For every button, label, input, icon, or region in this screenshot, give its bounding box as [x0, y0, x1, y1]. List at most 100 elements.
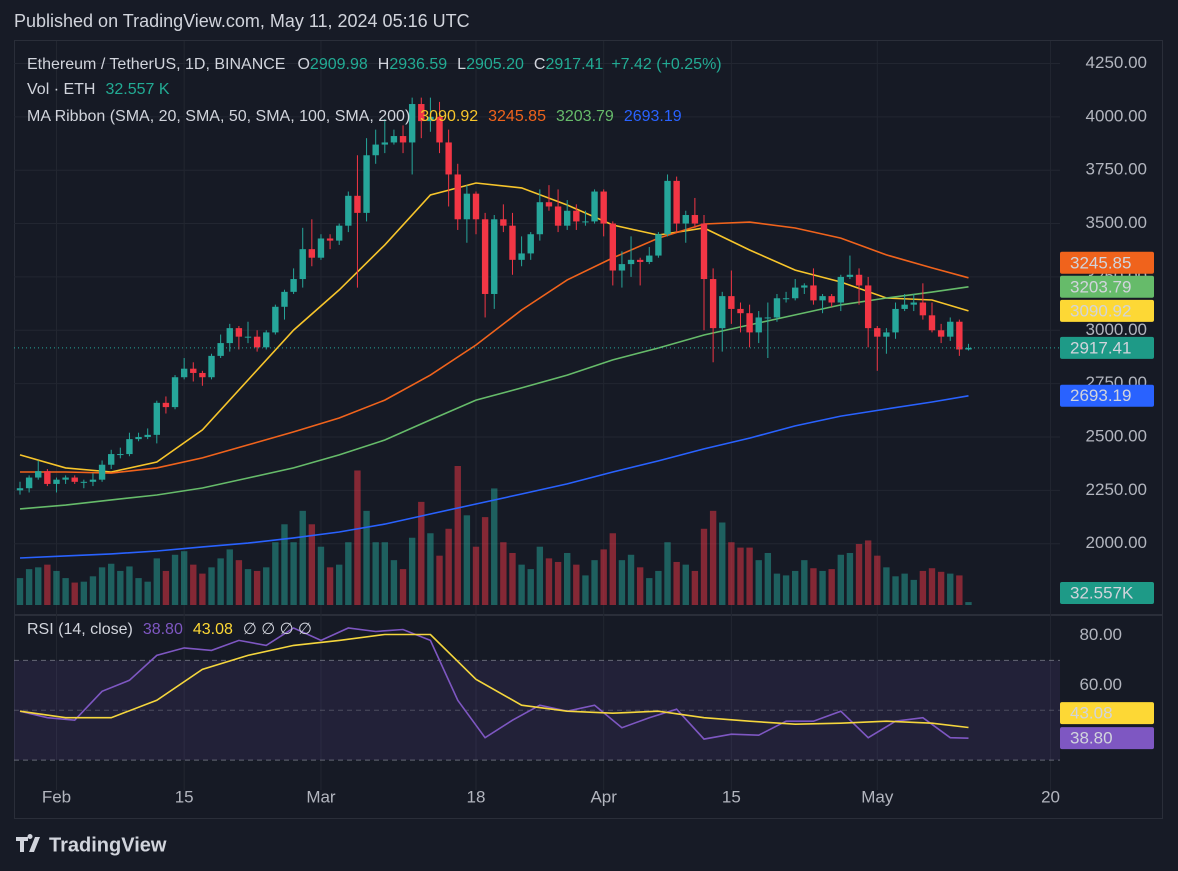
candle-body [600, 191, 607, 224]
candle-body [171, 377, 179, 408]
y-tick-label: 4250.00 [1086, 53, 1147, 72]
volume-bar [509, 552, 516, 605]
volume-bar [655, 570, 662, 605]
volume-bar [117, 570, 124, 605]
volume-bar [491, 488, 498, 605]
volume-title: Vol · ETH [27, 81, 95, 98]
volume-bar [199, 573, 206, 605]
volume-bar [244, 569, 252, 605]
candle-body [773, 298, 781, 318]
candle-body [71, 477, 78, 482]
candle-body [162, 402, 170, 408]
candle-body [737, 308, 744, 314]
volume-bar [445, 528, 452, 605]
candle-body [719, 296, 726, 329]
candle-body [235, 328, 243, 337]
x-tick-label: May [861, 787, 894, 806]
candle-body [646, 255, 653, 262]
volume-bar [162, 570, 170, 605]
legend-symbol: Ethereum / TetherUS, 1D, BINANCE [27, 56, 285, 73]
volume-bar [299, 510, 306, 605]
candle-body [481, 219, 489, 294]
volume-bar [691, 570, 699, 605]
volume-bar [481, 517, 489, 605]
ma-value: 3090.92 [420, 108, 478, 125]
volume-bar [782, 575, 790, 605]
price-tag-box [1060, 727, 1154, 750]
volume-bar [919, 570, 927, 605]
price-tag-label: 3090.92 [1070, 301, 1131, 320]
legend-value: 2905.20 [466, 56, 524, 73]
candle-body [399, 136, 407, 143]
candle-body [892, 308, 899, 333]
candle-body [53, 479, 60, 484]
candle-body [627, 259, 635, 265]
volume-bar [755, 560, 762, 605]
volume-bar [819, 570, 826, 605]
rsi-title: RSI (14, close) [27, 621, 133, 638]
candle-body [35, 471, 42, 478]
candle-body [80, 481, 88, 483]
volume-bar [709, 510, 717, 605]
x-tick-label: 15 [722, 787, 741, 806]
candle-body [591, 191, 598, 222]
volume-bar [308, 524, 316, 605]
volume-bar [545, 558, 553, 605]
candle-body [810, 285, 817, 301]
candle-body [919, 302, 927, 316]
volume-bar [600, 549, 607, 605]
price-tag-label: 3203.79 [1070, 277, 1131, 296]
volume-tag-box [1060, 582, 1154, 604]
candle-body [582, 221, 589, 223]
legend-key: H [378, 56, 390, 73]
volume-bar [810, 568, 817, 605]
label-layer: 2000.002250.002500.002750.003000.003250.… [27, 53, 1154, 806]
volume-bar [947, 573, 954, 605]
x-tick-label: Feb [42, 787, 71, 806]
grid [14, 41, 1060, 790]
volume-bar [372, 542, 379, 605]
volume-bar [190, 564, 197, 605]
volume-tag-label: 32.557K [1070, 583, 1134, 602]
volume-bar [673, 561, 680, 605]
price-tag-label: 2693.19 [1070, 386, 1131, 405]
volume-bar [719, 522, 726, 605]
candle-body [89, 479, 97, 482]
candle-body [381, 142, 388, 145]
candle-body [436, 116, 443, 143]
candle-body [44, 471, 51, 484]
rsi-flags: ∅ ∅ ∅ ∅ [243, 621, 312, 638]
price-tag-box [1060, 275, 1154, 298]
volume-bar [746, 547, 753, 605]
volume-bar [345, 542, 352, 605]
candle-body [782, 298, 790, 300]
candle-body [746, 313, 753, 333]
candle-body [217, 343, 224, 356]
price-tag-label: 38.80 [1070, 729, 1113, 748]
ma-value: 2693.19 [624, 108, 682, 125]
candle-body [956, 321, 963, 350]
volume-bar [71, 582, 78, 605]
volume-bar [846, 552, 854, 605]
price-tag-label: 43.08 [1070, 704, 1113, 723]
volume-bar [53, 570, 60, 605]
logo-mark [16, 834, 40, 852]
price-tag-label: 3245.85 [1070, 253, 1131, 272]
candle-body [354, 195, 361, 213]
x-tick-label: 20 [1041, 787, 1060, 806]
legend-key: C [534, 56, 546, 73]
price-tag-box [1060, 384, 1154, 407]
rsi-legend: RSI (14, close) 38.80 43.08 ∅ ∅ ∅ ∅ [27, 621, 312, 638]
candle-body [500, 219, 507, 226]
candle-body [190, 368, 197, 373]
volume-bar [910, 579, 917, 605]
ma-line [19, 286, 969, 510]
candle-body [98, 464, 106, 480]
volume-bar [573, 564, 580, 605]
candle-body [609, 223, 616, 271]
y-tick-label: 2000.00 [1086, 533, 1147, 552]
candle-body [518, 253, 525, 260]
volume-bar [98, 567, 106, 605]
published-header: Published on TradingView.com, May 11, 20… [14, 11, 470, 31]
volume-bar [217, 558, 224, 605]
